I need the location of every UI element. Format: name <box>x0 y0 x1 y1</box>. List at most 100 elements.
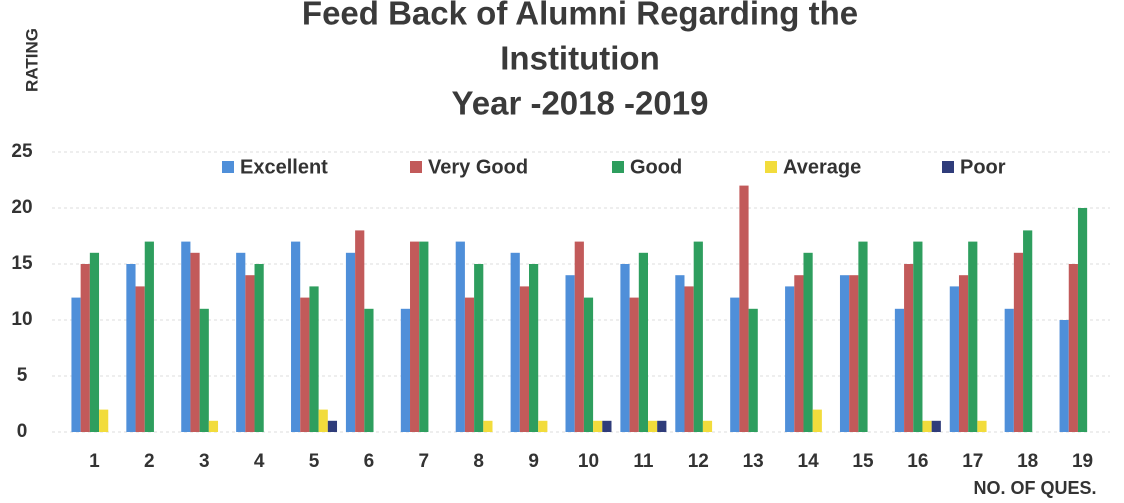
bar <box>684 286 694 432</box>
y-tick-label: 25 <box>11 141 33 162</box>
bar <box>483 420 493 432</box>
legend-label: Excellent <box>240 156 328 178</box>
bar <box>968 241 978 432</box>
legend-label: Poor <box>960 156 1006 178</box>
bar <box>739 185 749 432</box>
bar <box>657 420 667 432</box>
bar <box>583 297 594 432</box>
bar <box>1068 264 1078 432</box>
bar <box>730 297 740 432</box>
bar <box>355 230 365 432</box>
legend-swatch <box>942 161 954 173</box>
y-tick-label: 15 <box>11 253 33 274</box>
bar <box>565 275 575 432</box>
chart-title: Feed Back of Alumni Regarding the <box>302 0 858 32</box>
bar <box>327 420 338 432</box>
x-tick-label: 11 <box>633 451 654 472</box>
bar <box>300 297 310 432</box>
bar <box>126 264 136 432</box>
y-axis-label: RATING <box>22 28 41 92</box>
bar <box>345 252 356 432</box>
bar <box>977 420 987 432</box>
bar <box>849 275 859 432</box>
bar <box>629 297 639 432</box>
bar <box>135 286 145 432</box>
bar <box>794 275 804 432</box>
x-tick-label: 16 <box>907 451 928 472</box>
bar <box>318 409 328 432</box>
bar <box>254 264 264 432</box>
bar <box>529 264 539 432</box>
x-tick-label: 9 <box>528 451 539 472</box>
x-tick-label: 12 <box>688 451 709 472</box>
bar <box>199 308 209 432</box>
bar <box>647 420 658 432</box>
legend-label: Good <box>630 156 682 178</box>
x-tick-label: 4 <box>254 451 265 472</box>
y-tick-label: 0 <box>17 421 28 442</box>
bar <box>1013 252 1024 432</box>
bar <box>931 420 941 432</box>
bar <box>474 264 484 432</box>
x-tick-label: 10 <box>578 451 599 472</box>
bar <box>574 241 584 432</box>
x-tick-label: 15 <box>852 451 874 472</box>
y-tick-label: 20 <box>11 197 32 218</box>
y-tick-label: 5 <box>17 365 28 386</box>
x-tick-label: 7 <box>419 451 430 472</box>
bar <box>419 241 429 432</box>
bar <box>949 286 959 432</box>
y-tick-label: 10 <box>11 309 32 330</box>
x-tick-label: 14 <box>798 451 820 472</box>
bar <box>675 275 685 432</box>
legend-label: Very Good <box>428 156 528 178</box>
bar <box>410 241 420 432</box>
bar <box>812 409 822 432</box>
bar <box>519 286 530 432</box>
bar <box>1059 320 1069 432</box>
bar <box>181 241 191 432</box>
bar <box>839 275 850 432</box>
chart-title: Institution <box>500 40 659 77</box>
bar <box>602 420 612 432</box>
x-tick-label: 6 <box>364 451 375 472</box>
x-tick-label: 3 <box>199 451 210 472</box>
legend-swatch <box>222 161 234 173</box>
bar <box>89 252 100 432</box>
bar <box>236 252 246 432</box>
bar <box>455 241 465 432</box>
bar <box>1004 308 1014 432</box>
bar <box>702 420 713 432</box>
bar <box>803 252 813 432</box>
bar <box>144 241 154 432</box>
bar <box>593 420 603 432</box>
x-tick-label: 18 <box>1017 451 1038 472</box>
legend-swatch <box>410 161 422 173</box>
x-tick-label: 8 <box>473 451 484 472</box>
bar <box>785 286 795 432</box>
legend-swatch <box>612 161 624 173</box>
bar <box>693 241 703 432</box>
bar <box>958 275 969 432</box>
x-tick-label: 1 <box>89 451 100 472</box>
bar <box>245 275 255 432</box>
x-tick-label: 2 <box>144 451 155 472</box>
bar <box>99 409 109 432</box>
bar <box>400 308 411 432</box>
bar <box>538 420 548 432</box>
x-tick-label: 19 <box>1072 451 1093 472</box>
chart-title: Year -2018 -2019 <box>452 85 709 122</box>
bar <box>748 308 758 432</box>
bar <box>208 420 219 432</box>
x-axis-label: NO. OF QUES. <box>973 478 1096 498</box>
bar <box>309 286 319 432</box>
bar <box>1023 230 1033 432</box>
x-tick-label: 17 <box>962 451 983 472</box>
bar <box>510 252 520 432</box>
x-tick-label: 5 <box>309 451 320 472</box>
bar <box>904 264 914 432</box>
bar <box>913 241 923 432</box>
bar <box>80 264 90 432</box>
bar <box>464 297 475 432</box>
